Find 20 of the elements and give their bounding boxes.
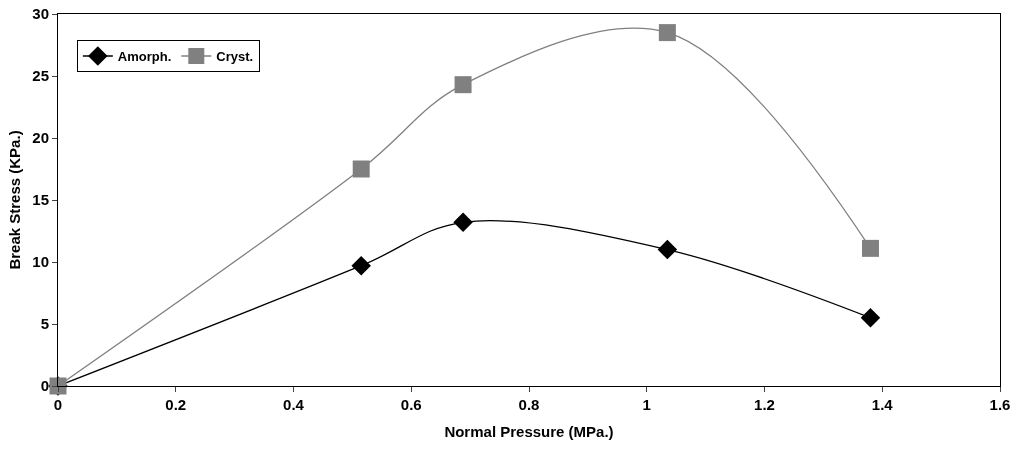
legend-label: Cryst. bbox=[216, 49, 254, 65]
x-tick-label: 1.2 bbox=[754, 396, 775, 413]
x-tick-label: 1.6 bbox=[989, 396, 1011, 413]
x-tick-label: 0.8 bbox=[518, 396, 540, 413]
y-tick-label: 20 bbox=[32, 129, 49, 147]
y-axis-title: Break Stress (KPa.) bbox=[5, 130, 23, 270]
y-tick-label: 15 bbox=[32, 191, 49, 209]
y-tick-label: 30 bbox=[32, 5, 49, 23]
y-tick-label: 5 bbox=[40, 315, 49, 333]
legend-label: Amorph. bbox=[117, 49, 172, 65]
x-tick-label: 0.2 bbox=[165, 396, 187, 413]
x-axis-title: Normal Pressure (MPa.) bbox=[444, 423, 614, 440]
y-tick-label: 25 bbox=[32, 67, 49, 85]
x-tick-label: 0.4 bbox=[283, 396, 305, 413]
x-tick-label: 0 bbox=[53, 396, 63, 413]
y-tick-label: 0 bbox=[40, 377, 49, 395]
x-tick-label: 1.4 bbox=[871, 396, 894, 413]
x-tick-label: 0.6 bbox=[400, 396, 422, 413]
x-tick-label: 1 bbox=[642, 396, 651, 413]
y-tick-label: 10 bbox=[32, 253, 49, 271]
